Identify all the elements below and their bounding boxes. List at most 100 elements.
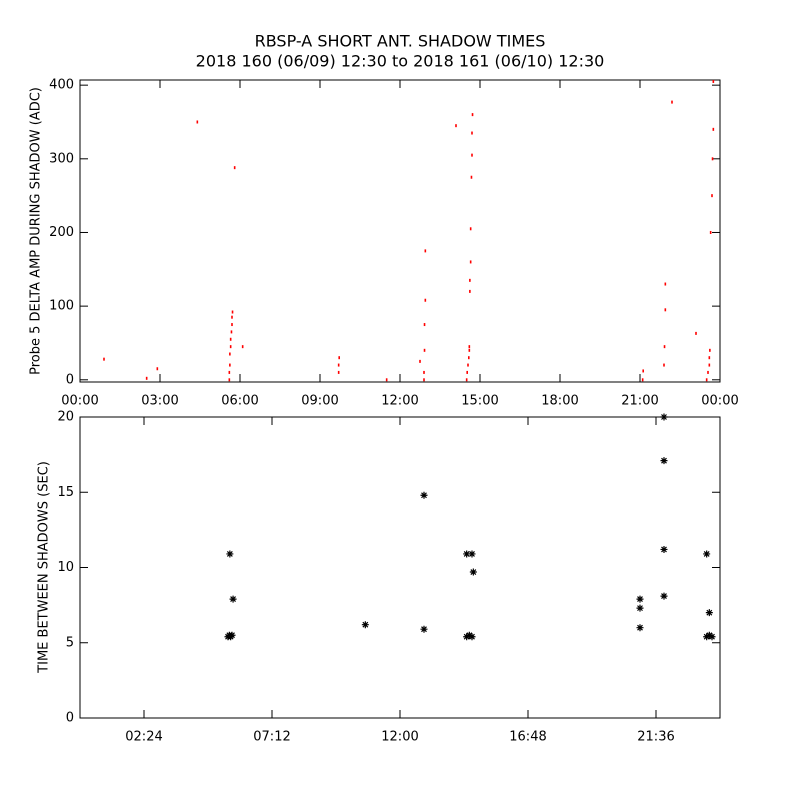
point: [231, 323, 233, 327]
point: [711, 194, 713, 198]
point: [468, 633, 476, 641]
point: [709, 348, 711, 352]
point: [423, 370, 425, 374]
point: [660, 457, 668, 465]
point: [337, 370, 340, 374]
y-tick-label: 400: [49, 78, 74, 93]
x-tick-label: 07:12: [253, 730, 290, 745]
point: [660, 413, 668, 421]
point: [229, 337, 232, 341]
x-tick-label: 06:00: [221, 394, 258, 409]
point: [424, 249, 427, 253]
point: [468, 345, 471, 349]
point: [228, 631, 236, 639]
point: [229, 595, 237, 603]
point: [455, 124, 457, 128]
point: [423, 348, 426, 352]
x-tick-label: 12:00: [381, 394, 418, 409]
point: [695, 331, 697, 335]
point: [156, 367, 159, 371]
x-tick-label: 00:00: [701, 394, 738, 409]
point: [465, 378, 468, 382]
point: [703, 633, 711, 641]
y-tick-label: 5: [66, 635, 74, 650]
point: [465, 631, 473, 639]
point: [361, 621, 369, 629]
y-tick-label: 100: [49, 299, 74, 314]
point: [471, 113, 474, 117]
point: [660, 545, 668, 553]
point: [467, 363, 469, 367]
point: [468, 550, 476, 558]
y-tick-label: 10: [57, 560, 74, 575]
point: [424, 298, 427, 302]
point: [230, 330, 233, 334]
x-tick-label: 03:00: [141, 394, 178, 409]
point: [712, 127, 715, 131]
point: [712, 79, 715, 83]
point: [103, 357, 105, 361]
point: [469, 260, 472, 264]
point: [233, 166, 236, 170]
point: [636, 595, 644, 603]
y-tick-label: 200: [49, 225, 74, 240]
point: [423, 378, 425, 382]
point: [228, 378, 231, 382]
point: [229, 345, 232, 349]
point: [671, 100, 673, 104]
point: [241, 345, 244, 349]
point: [708, 356, 711, 360]
point: [709, 230, 712, 234]
point: [707, 370, 709, 374]
plot-frame: [79, 79, 721, 383]
point: [145, 376, 148, 380]
point: [423, 323, 426, 327]
point: [338, 356, 340, 360]
point: [463, 550, 471, 558]
point: [468, 348, 471, 352]
chart-title: RBSP-A SHORT ANT. SHADOW TIMES: [255, 32, 546, 51]
point: [337, 363, 340, 367]
point: [470, 175, 473, 179]
point: [385, 378, 388, 382]
y-tick-label: 0: [66, 372, 74, 387]
point: [471, 131, 473, 135]
point: [705, 631, 713, 639]
point: [419, 359, 421, 363]
point: [660, 592, 668, 600]
point: [664, 282, 667, 286]
plot-frame: [79, 416, 721, 719]
y-axis-label: Probe 5 DELTA AMP DURING SHADOW (ADC): [29, 87, 44, 375]
point: [466, 370, 468, 374]
x-tick-label: 21:00: [621, 394, 658, 409]
point: [228, 370, 231, 374]
y-tick-label: 0: [66, 711, 74, 726]
point: [226, 550, 234, 558]
point: [468, 356, 470, 360]
x-tick-label: 12:00: [381, 730, 418, 745]
point: [705, 378, 708, 382]
point: [705, 609, 713, 617]
point: [229, 363, 231, 367]
y-tick-label: 300: [49, 151, 74, 166]
x-tick-label: 00:00: [61, 394, 98, 409]
point: [231, 310, 234, 314]
point: [708, 363, 711, 367]
point: [711, 157, 714, 161]
point: [642, 369, 644, 373]
point: [469, 289, 471, 293]
x-tick-label: 21:36: [637, 730, 674, 745]
x-tick-label: 18:00: [541, 394, 578, 409]
point: [420, 625, 428, 633]
point: [636, 624, 644, 632]
x-tick-label: 02:24: [125, 730, 162, 745]
point: [664, 308, 667, 312]
point: [469, 227, 472, 231]
x-tick-label: 15:00: [461, 394, 498, 409]
point: [663, 363, 665, 367]
point: [420, 491, 428, 499]
point: [229, 352, 231, 356]
point: [196, 120, 199, 124]
point: [703, 550, 711, 558]
